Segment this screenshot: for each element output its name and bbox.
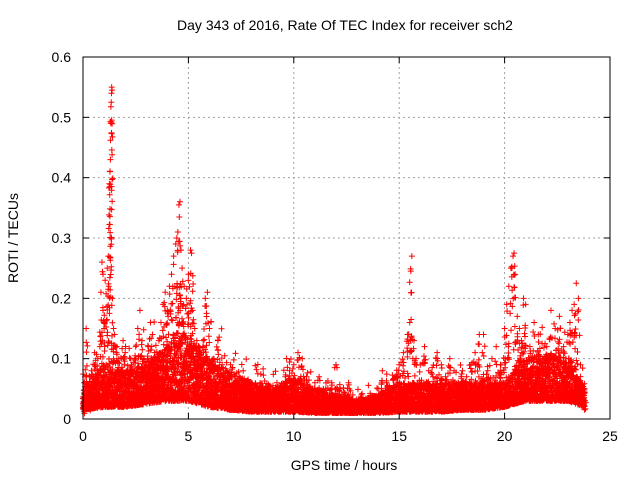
data-point	[384, 371, 390, 377]
data-point	[260, 366, 266, 372]
data-point	[219, 326, 225, 332]
data-point	[253, 367, 259, 373]
data-point	[128, 356, 134, 362]
data-point	[288, 356, 294, 362]
chart-title: Day 343 of 2016, Rate Of TEC Index for r…	[177, 17, 513, 33]
data-point	[153, 342, 159, 348]
data-point	[214, 344, 220, 350]
data-point	[145, 343, 151, 349]
data-point	[308, 369, 314, 375]
data-point	[239, 361, 245, 367]
data-point	[255, 362, 261, 368]
data-point	[133, 342, 139, 348]
data-point	[365, 382, 371, 388]
data-point	[304, 370, 310, 376]
data-point	[252, 363, 258, 369]
data-point	[208, 319, 214, 325]
data-point	[190, 281, 196, 287]
data-point	[243, 356, 249, 362]
data-point	[141, 327, 147, 333]
data-point	[160, 327, 166, 333]
data-point	[185, 277, 191, 283]
data-point	[359, 391, 365, 397]
data-point	[233, 350, 239, 356]
data-point	[231, 357, 237, 363]
data-points	[80, 84, 589, 416]
data-point	[355, 386, 361, 392]
data-point	[216, 334, 222, 340]
